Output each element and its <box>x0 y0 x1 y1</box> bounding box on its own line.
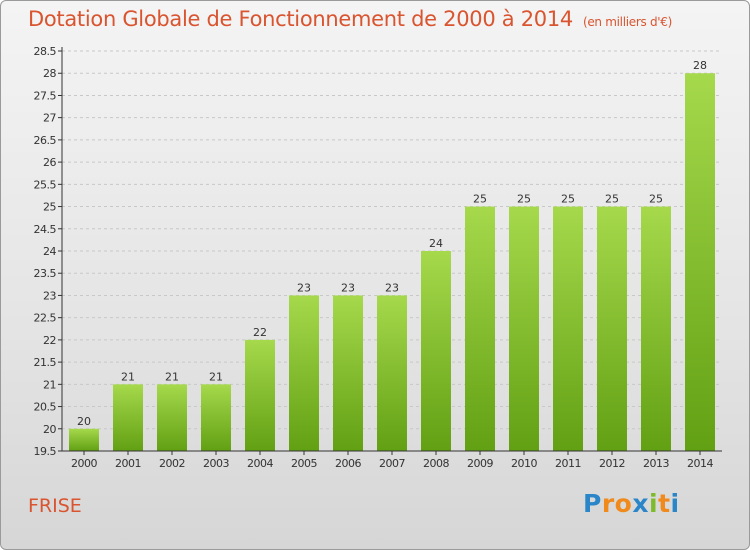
data-label: 22 <box>253 326 267 339</box>
x-tick-label: 2005 <box>291 457 317 470</box>
bar <box>553 206 583 451</box>
y-tick-label: 22 <box>43 334 56 347</box>
bar <box>113 384 143 451</box>
y-tick-label: 25 <box>43 201 56 214</box>
bar <box>201 384 231 451</box>
x-tick-label: 2006 <box>335 457 361 470</box>
y-tick-label: 21 <box>43 378 56 391</box>
bar <box>597 206 627 451</box>
logo-letter: i <box>670 489 680 518</box>
bar <box>157 384 187 451</box>
bar <box>421 251 451 451</box>
data-label: 25 <box>649 193 663 206</box>
x-tick-label: 2007 <box>379 457 405 470</box>
bar <box>465 206 495 451</box>
bar <box>289 295 319 451</box>
x-tick-label: 2009 <box>467 457 493 470</box>
y-tick-label: 26.5 <box>34 134 57 147</box>
bar <box>377 295 407 451</box>
data-label: 24 <box>429 237 443 250</box>
y-tick-label: 27.5 <box>34 89 57 102</box>
bar <box>685 73 715 451</box>
y-tick-label: 24 <box>43 245 56 258</box>
bar <box>69 428 99 451</box>
x-tick-label: 2013 <box>643 457 669 470</box>
logo-letter: x <box>632 489 649 518</box>
y-tick-label: 19.5 <box>34 445 57 458</box>
y-tick-label: 24.5 <box>34 223 57 236</box>
logo-letter: P <box>583 489 602 518</box>
y-tick-label: 23.5 <box>34 267 57 280</box>
x-tick-label: 2000 <box>71 457 97 470</box>
x-tick-label: 2004 <box>247 457 273 470</box>
proxiti-logo: Proxiti <box>583 489 680 518</box>
y-tick-label: 28 <box>43 67 56 80</box>
logo-letter: o <box>614 489 633 518</box>
data-label: 23 <box>341 281 355 294</box>
logo-letter: i <box>649 489 659 518</box>
x-tick-label: 2011 <box>555 457 581 470</box>
x-tick-label: 2003 <box>203 457 229 470</box>
chart-subtitle: (en milliers d'€) <box>582 15 672 29</box>
x-tick-label: 2014 <box>687 457 713 470</box>
logo-letter: r <box>601 489 615 518</box>
commune-name: FRISE <box>28 495 82 517</box>
data-label: 21 <box>165 370 179 383</box>
y-tick-label: 20.5 <box>34 401 57 414</box>
y-tick-label: 22.5 <box>34 312 57 325</box>
bar <box>333 295 363 451</box>
y-tick-label: 20 <box>43 423 56 436</box>
data-label: 20 <box>77 415 91 428</box>
data-label: 21 <box>209 370 223 383</box>
chart-title: Dotation Globale de Fonctionnement de 20… <box>28 7 672 31</box>
bar <box>641 206 671 451</box>
logo-letter: t <box>658 489 671 518</box>
data-label: 21 <box>121 370 135 383</box>
y-tick-label: 21.5 <box>34 356 57 369</box>
data-label: 25 <box>561 193 575 206</box>
x-tick-label: 2001 <box>115 457 141 470</box>
data-label: 23 <box>385 281 399 294</box>
y-tick-label: 27 <box>43 112 56 125</box>
y-tick-label: 23 <box>43 289 56 302</box>
data-label: 25 <box>517 193 531 206</box>
x-tick-label: 2002 <box>159 457 185 470</box>
y-tick-label: 28.5 <box>34 45 57 58</box>
data-label: 23 <box>297 281 311 294</box>
chart-title-text: Dotation Globale de Fonctionnement de 20… <box>28 7 573 31</box>
x-tick-label: 2008 <box>423 457 449 470</box>
bar <box>245 339 275 451</box>
y-tick-label: 26 <box>43 156 56 169</box>
data-label: 25 <box>605 193 619 206</box>
x-tick-label: 2010 <box>511 457 537 470</box>
x-tick-label: 2012 <box>599 457 625 470</box>
data-label: 25 <box>473 193 487 206</box>
data-label: 28 <box>693 59 707 72</box>
bar <box>509 206 539 451</box>
y-tick-label: 25.5 <box>34 178 57 191</box>
